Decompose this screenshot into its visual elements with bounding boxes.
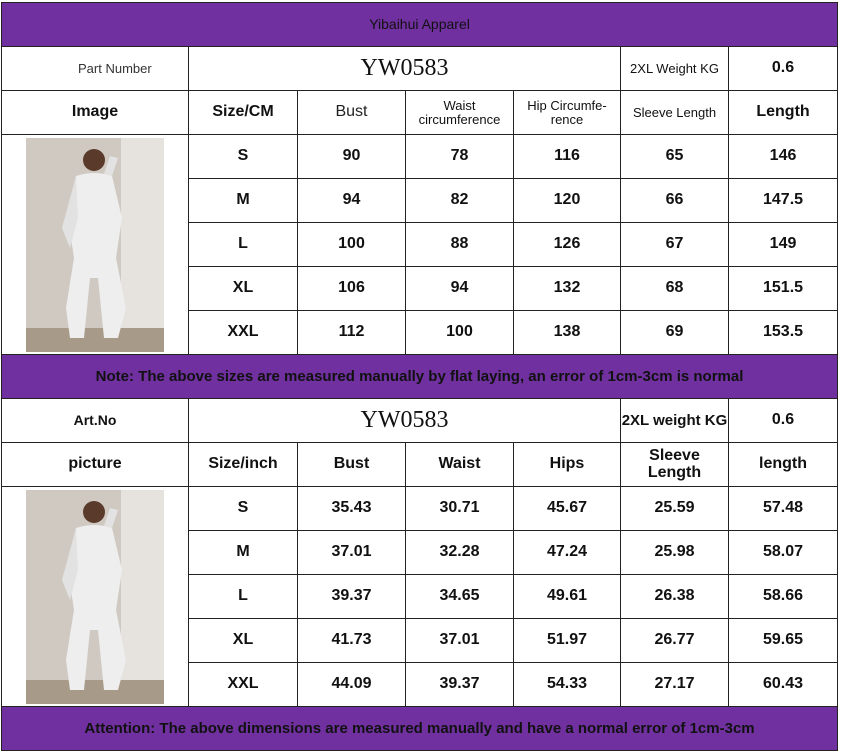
weight-label: 2XL weight KG bbox=[620, 398, 729, 443]
table-cell: 138 bbox=[513, 310, 621, 355]
table-cell: 69 bbox=[620, 310, 729, 355]
table-cell: 37.01 bbox=[297, 530, 406, 575]
table-cell: XXL bbox=[188, 310, 298, 355]
table-cell: 35.43 bbox=[297, 486, 406, 531]
column-header: Hips bbox=[513, 442, 621, 487]
table-cell: XXL bbox=[188, 662, 298, 707]
table-cell: 82 bbox=[405, 178, 514, 223]
part-number-label: Art.No bbox=[1, 398, 189, 443]
table-cell: 37.01 bbox=[405, 618, 514, 663]
table-row: S 90 78 116 65 146 bbox=[1, 134, 839, 355]
table-cell: 59.65 bbox=[727, 618, 839, 663]
table-cell: 27.17 bbox=[620, 662, 729, 707]
weight-value: 0.6 bbox=[727, 398, 839, 443]
table-row: XL 41.73 37.01 51.97 26.77 59.65 bbox=[2, 618, 839, 663]
column-header: Sleeve Length bbox=[620, 442, 729, 487]
table-cell: 68 bbox=[620, 266, 729, 311]
table-cell: 58.07 bbox=[727, 530, 839, 575]
table-cell: 132 bbox=[513, 266, 621, 311]
table-cell: 106 bbox=[297, 266, 406, 311]
table-cell: 30.71 bbox=[405, 486, 514, 531]
part-number-value: YW0583 bbox=[188, 398, 621, 443]
table-cell: L bbox=[188, 574, 298, 619]
column-header: Image bbox=[1, 90, 189, 135]
weight-value: 0.6 bbox=[727, 46, 839, 91]
column-header: Sleeve Length bbox=[620, 90, 729, 135]
part-number-label: Part Number bbox=[1, 46, 189, 91]
column-header: length bbox=[727, 442, 839, 487]
measurement-note: Attention: The above dimensions are meas… bbox=[0, 706, 839, 751]
table-cell: 65 bbox=[620, 134, 729, 179]
table-cell: 88 bbox=[405, 222, 514, 267]
product-image-cell bbox=[1, 134, 189, 355]
table-cell: XL bbox=[188, 618, 298, 663]
table-cell: 60.43 bbox=[727, 662, 839, 707]
table-cell: 54.33 bbox=[513, 662, 621, 707]
column-header: Waist bbox=[405, 442, 514, 487]
table-cell: 153.5 bbox=[727, 310, 839, 355]
table-cell: 94 bbox=[405, 266, 514, 311]
table-cell: 58.66 bbox=[727, 574, 839, 619]
table-cell: M bbox=[188, 178, 298, 223]
table-cell: 25.59 bbox=[620, 486, 729, 531]
table-cell: 116 bbox=[513, 134, 621, 179]
column-header: Size/inch bbox=[188, 442, 298, 487]
column-header: Bust bbox=[297, 90, 406, 135]
table-row: M 94 82 120 66 147.5 bbox=[2, 178, 839, 223]
column-header: Length bbox=[727, 90, 839, 135]
table-cell: 26.77 bbox=[620, 618, 729, 663]
table-cell: 149 bbox=[727, 222, 839, 267]
table-cell: 26.38 bbox=[620, 574, 729, 619]
table-cell: 39.37 bbox=[297, 574, 406, 619]
table-cell: S bbox=[188, 486, 298, 531]
table-cell: 147.5 bbox=[727, 178, 839, 223]
table-cell: 39.37 bbox=[405, 662, 514, 707]
column-header: Waist circumference bbox=[405, 90, 514, 135]
table-cell: 25.98 bbox=[620, 530, 729, 575]
column-header: Hip Circumfe-rence bbox=[513, 90, 621, 135]
table-cell: S bbox=[188, 134, 298, 179]
brand-title: Yibaihui Apparel bbox=[0, 2, 839, 47]
table-cell: 57.48 bbox=[727, 486, 839, 531]
table-row: XXL 112 100 138 69 153.5 bbox=[2, 310, 839, 355]
weight-label: 2XL Weight KG bbox=[620, 46, 729, 91]
table-cell: XL bbox=[188, 266, 298, 311]
table-row: S 35.43 30.71 45.67 25.59 57.48 bbox=[1, 486, 839, 707]
table-cell: 100 bbox=[297, 222, 406, 267]
measurement-note: Note: The above sizes are measured manua… bbox=[0, 354, 839, 399]
table-cell: 90 bbox=[297, 134, 406, 179]
table-cell: 112 bbox=[297, 310, 406, 355]
table-cell: 41.73 bbox=[297, 618, 406, 663]
table-cell: 44.09 bbox=[297, 662, 406, 707]
product-image-cell bbox=[1, 486, 189, 707]
column-header: Bust bbox=[297, 442, 406, 487]
product-photo bbox=[26, 137, 164, 352]
table-cell: 94 bbox=[297, 178, 406, 223]
table-cell: 100 bbox=[405, 310, 514, 355]
table-cell: 49.61 bbox=[513, 574, 621, 619]
table-cell: L bbox=[188, 222, 298, 267]
table-cell: 120 bbox=[513, 178, 621, 223]
table-cell: 34.65 bbox=[405, 574, 514, 619]
table-row: XXL 44.09 39.37 54.33 27.17 60.43 bbox=[2, 662, 839, 707]
table-cell: 51.97 bbox=[513, 618, 621, 663]
table-cell: 66 bbox=[620, 178, 729, 223]
table-cell: 47.24 bbox=[513, 530, 621, 575]
part-number-value: YW0583 bbox=[188, 46, 621, 91]
column-header: Size/CM bbox=[188, 90, 298, 135]
table-cell: 78 bbox=[405, 134, 514, 179]
table-row: M 37.01 32.28 47.24 25.98 58.07 bbox=[2, 530, 839, 575]
table-cell: 67 bbox=[620, 222, 729, 267]
table-cell: 126 bbox=[513, 222, 621, 267]
table-row: L 39.37 34.65 49.61 26.38 58.66 bbox=[2, 574, 839, 619]
column-header: picture bbox=[1, 442, 189, 487]
table-cell: 32.28 bbox=[405, 530, 514, 575]
table-cell: 45.67 bbox=[513, 486, 621, 531]
table-cell: 151.5 bbox=[727, 266, 839, 311]
table-cell: M bbox=[188, 530, 298, 575]
table-cell: 146 bbox=[727, 134, 839, 179]
product-photo bbox=[26, 489, 164, 704]
